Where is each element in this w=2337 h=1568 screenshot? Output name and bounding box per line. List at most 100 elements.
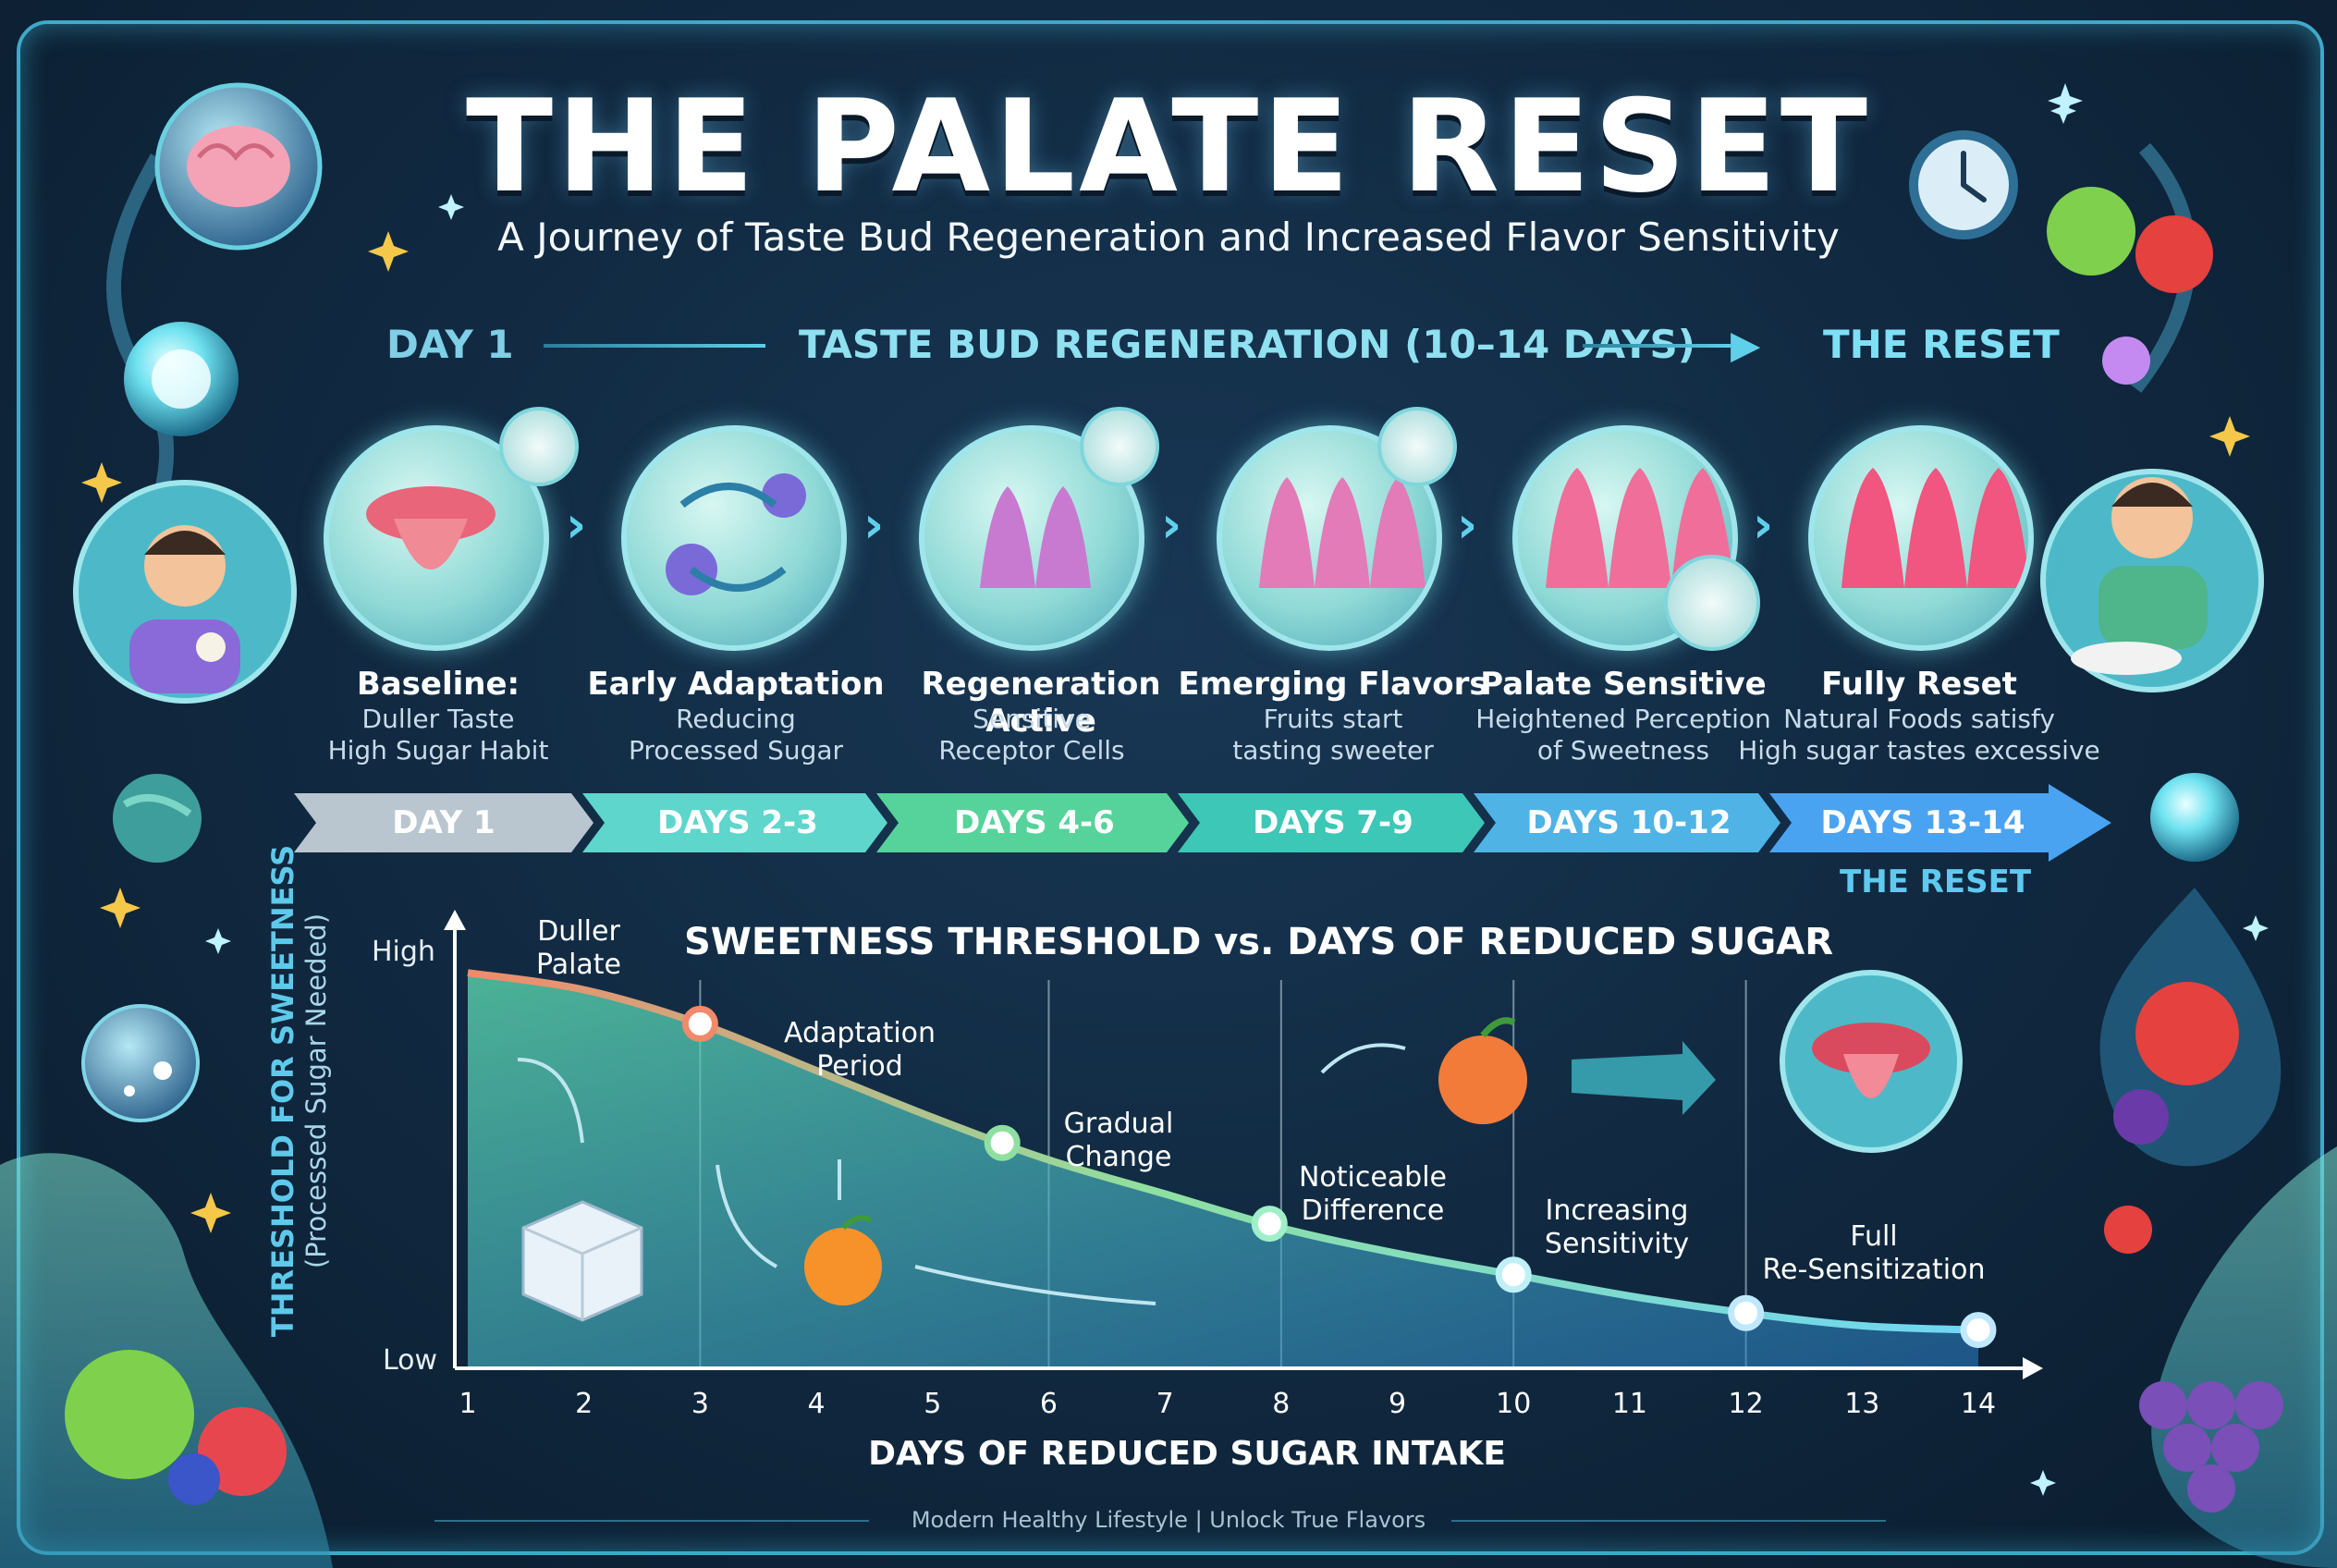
stage-arrow-3: › — [1161, 496, 1182, 554]
man-eating-salad-icon — [2040, 469, 2264, 692]
stage-6-papillae-illustration — [1808, 425, 2034, 651]
chart-x-tick-7: 7 — [1156, 1388, 1174, 1420]
red-apple-icon — [2113, 982, 2239, 1145]
chart-x-tick-4: 4 — [808, 1388, 826, 1420]
annotation-duller-palate-line2: Palate — [535, 949, 622, 981]
chart-x-tick-5: 5 — [924, 1388, 941, 1420]
timeline-seg-5-label: DAYS 10-12 — [1526, 804, 1731, 841]
chart-y-low-label: Low — [383, 1344, 438, 1377]
chart-x-axis-arrow — [2023, 1357, 2043, 1379]
timeline-seg-6-shape — [1769, 784, 2111, 862]
annotation-duller-palate-line1: Duller — [537, 915, 620, 948]
annotation-adaptation-period: Adaptation Period — [767, 1017, 952, 1084]
stage-3-title: Regeneration Active — [921, 666, 1161, 740]
annotation-duller-palate: Duller Palate — [514, 915, 643, 982]
stage-2-desc-line1: Reducing — [676, 704, 796, 734]
sparkle-icons — [81, 231, 2250, 1233]
timeline-seg-2-shape — [582, 793, 887, 852]
stage-6-desc-line1: Natural Foods satisfy — [1783, 704, 2055, 734]
apple-berry-icon — [65, 1350, 287, 1505]
stage-4-desc-line1: Fruits start — [1263, 704, 1403, 734]
stage-5-desc-line1: Heightened Perception — [1475, 704, 1771, 734]
pink-orb-icon — [2150, 773, 2239, 862]
stage-2-desc-line2: Processed Sugar — [628, 735, 844, 766]
timeline-bar — [294, 784, 2111, 862]
stage-4-title: Emerging Flavors — [1178, 666, 1488, 703]
header-regeneration-label: TASTE BUD REGENERATION (10–14 DAYS) — [799, 322, 1695, 367]
stage-5-desc-line2: of Sweetness — [1536, 735, 1710, 766]
timeline-seg-5: DAYS 10-12 — [1490, 793, 1768, 852]
chart-y-high-label: High — [372, 936, 435, 968]
annotation-gradual-change-line1: Gradual — [1063, 1108, 1174, 1140]
stage-5-title: Palate Sensitive — [1480, 666, 1767, 703]
timeline-seg-2-label: DAYS 2-3 — [657, 804, 818, 841]
stage-4-strawberry-badge-icon — [1377, 407, 1457, 486]
annotation-noticeable-difference-line1: Noticeable — [1298, 1161, 1448, 1194]
stage-4-papillae-illustration — [1217, 425, 1442, 651]
timeline-seg-5-shape — [1474, 793, 1780, 852]
flow-arrows — [517, 1043, 1406, 1305]
clock-icon — [1909, 130, 2018, 239]
page-subtitle: A Journey of Taste Bud Regeneration and … — [497, 214, 1840, 260]
mouth-tongue-icon — [1780, 970, 1963, 1153]
orange-icon — [804, 1215, 882, 1305]
timeline-seg-1-label: DAY 1 — [392, 804, 496, 841]
stage-3-desc-line2: Receptor Cells — [938, 735, 1125, 766]
apple-icon — [1438, 1017, 1527, 1124]
brain-icon — [154, 82, 323, 251]
man-eating-dessert-icon — [73, 480, 297, 704]
stage-arrow-4: › — [1457, 496, 1478, 554]
timeline-seg-3-shape — [876, 793, 1189, 852]
chart-y-axis-arrow — [444, 910, 466, 930]
chart-x-tick-11: 11 — [1612, 1388, 1647, 1420]
stage-1-desc-line2: High Sugar Habit — [327, 735, 549, 766]
planet-icon — [113, 774, 202, 863]
stage-arrow-5: › — [1753, 496, 1774, 554]
timeline-seg-4-label: DAYS 7-9 — [1253, 804, 1413, 841]
header-line-right — [1583, 344, 1731, 348]
annotation-noticeable-difference-line2: Difference — [1301, 1194, 1445, 1227]
chart-x-tick-1: 1 — [459, 1388, 476, 1420]
chart-x-tick-2: 2 — [575, 1388, 593, 1420]
strawberry-icon — [2104, 1206, 2152, 1254]
stage-3-desc-line1: Sensitive — [973, 704, 1091, 734]
annotation-full-resensitization-line1: Full — [1850, 1220, 1898, 1253]
annotation-full-resensitization: Full Re-Sensitization — [1749, 1220, 1999, 1287]
timeline-seg-3: DAYS 4-6 — [893, 793, 1176, 852]
glowing-orb-icon — [124, 322, 239, 436]
stage-1-desc-line1: Duller Taste — [361, 704, 515, 734]
grapes-icon — [2139, 1381, 2283, 1513]
chart-x-tick-6: 6 — [1040, 1388, 1058, 1420]
timeline-seg-1: DAY 1 — [305, 793, 582, 852]
chart-marker-6 — [1960, 1312, 1997, 1349]
chart-x-tick-12: 12 — [1729, 1388, 1764, 1420]
chart-x-tick-13: 13 — [1844, 1388, 1879, 1420]
annotation-increasing-sensitivity: Increasing Sensitivity — [1520, 1194, 1714, 1261]
stage-3-fruit-badge-icon — [1080, 407, 1159, 486]
annotation-noticeable-difference: Noticeable Difference — [1276, 1161, 1470, 1228]
chart-marker-4 — [1495, 1256, 1532, 1293]
stage-5-berries-badge-icon — [1664, 555, 1760, 651]
footer-text: Modern Healthy Lifestyle | Unlock True F… — [911, 1507, 1426, 1533]
star-icons — [205, 83, 2269, 1496]
timeline-seg-4-shape — [1178, 793, 1485, 852]
footer-line-left — [434, 1520, 869, 1522]
annotation-full-resensitization-line2: Re-Sensitization — [1762, 1254, 1986, 1286]
header-arrowhead: ▶ — [1731, 322, 1761, 367]
stage-1-cells-badge-icon — [499, 407, 579, 486]
stage-1-title: Baseline: — [356, 666, 520, 703]
timeline-seg-6-label: DAYS 13-14 — [1820, 804, 2025, 841]
chart-marker-3 — [1251, 1206, 1288, 1243]
sugar-cube-icon — [521, 1200, 643, 1322]
timeline-seg-1-shape — [294, 793, 593, 852]
annotation-increasing-sensitivity-line2: Sensitivity — [1544, 1228, 1690, 1260]
chart-marker-2 — [984, 1124, 1021, 1161]
chart-title: SWEETNESS THRESHOLD vs. DAYS OF REDUCED … — [684, 921, 1833, 963]
chart-x-tick-14: 14 — [1961, 1388, 1996, 1420]
header-line-left — [544, 344, 765, 348]
chart-x-axis-label: DAYS OF REDUCED SUGAR INTAKE — [868, 1435, 1506, 1473]
timeline-end-label: THE RESET — [1840, 864, 2032, 900]
annotation-gradual-change-line2: Change — [1065, 1141, 1172, 1173]
